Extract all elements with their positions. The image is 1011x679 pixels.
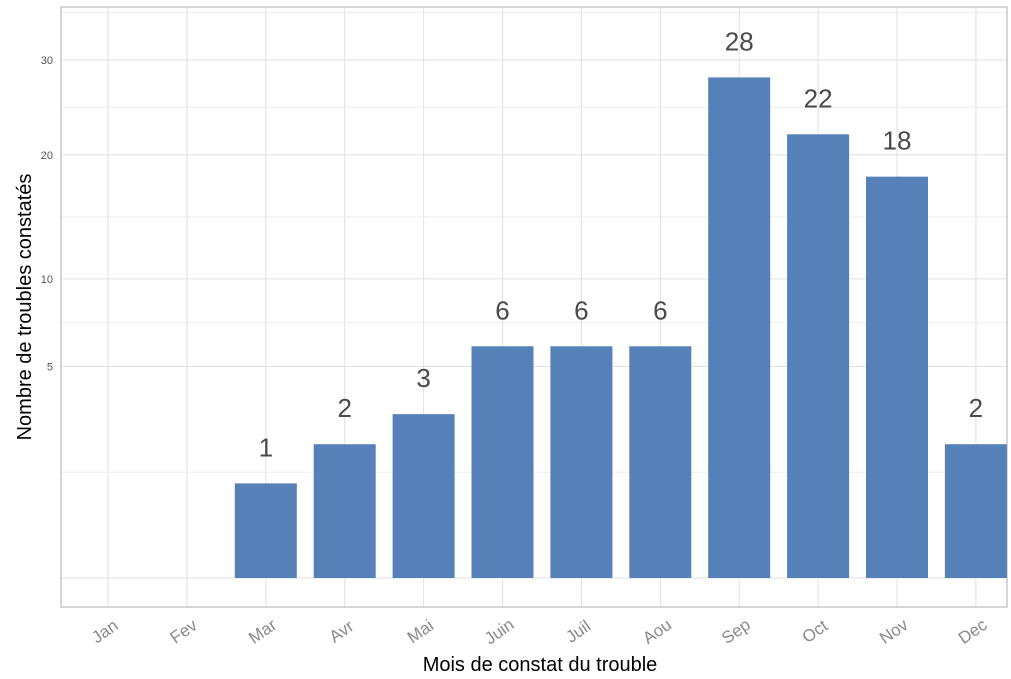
grid-lines [61,7,1007,607]
bars [234,77,1007,579]
y-tick-label: 10 [41,274,53,286]
bar-avr [313,444,376,578]
bar-oct [787,134,850,578]
plot-frame [60,6,1008,608]
bar-sep [708,77,771,578]
x-tick-label-juin: Juin [481,615,517,648]
x-tick-label-juil: Juil [562,616,594,646]
y-tick-label: 5 [47,361,53,373]
x-tick-label-mar: Mar [245,615,280,648]
x-tick-label-mai: Mai [404,616,437,647]
data-labels: 1 2 3 6 6 6 28 22 18 2 [259,26,984,462]
bar-nov [866,176,928,579]
data-label-dec: 2 [969,393,983,423]
data-label-avr: 2 [337,393,351,423]
bar-dec [944,444,1007,578]
data-label-oct: 22 [804,83,833,113]
y-axis-ticks: 5 10 20 30 [41,55,53,374]
x-tick-label-aou: Aou [639,615,675,648]
data-label-juin: 6 [495,295,509,325]
x-axis-title: Mois de constat du trouble [423,654,658,676]
data-label-mar: 1 [259,432,273,462]
x-tick-label-dec: Dec [955,615,991,648]
x-tick-label-jan: Jan [88,616,121,647]
data-label-nov: 18 [883,126,912,156]
y-axis-title: Nombre de troubles constatés [14,174,36,441]
bar-mai [392,414,455,578]
data-label-juil: 6 [574,295,588,325]
bar-juil [550,346,613,578]
data-label-aou: 6 [653,295,667,325]
bar-aou [629,346,692,578]
data-label-mai: 3 [416,363,430,393]
x-tick-label-nov: Nov [876,615,912,648]
x-tick-label-sep: Sep [718,615,754,648]
bar-juin [471,346,534,578]
y-tick-label: 30 [41,55,53,67]
x-tick-label-oct: Oct [799,616,832,647]
x-axis-ticks: Jan Fev Mar Avr Mai Juin Juil Aou Sep Oct Nov Dec [88,615,991,648]
y-tick-label: 20 [41,150,53,162]
x-tick-label-fev: Fev [167,615,202,647]
bar-mar [234,483,297,578]
x-tick-label-avr: Avr [326,616,358,646]
data-label-sep: 28 [725,26,754,56]
